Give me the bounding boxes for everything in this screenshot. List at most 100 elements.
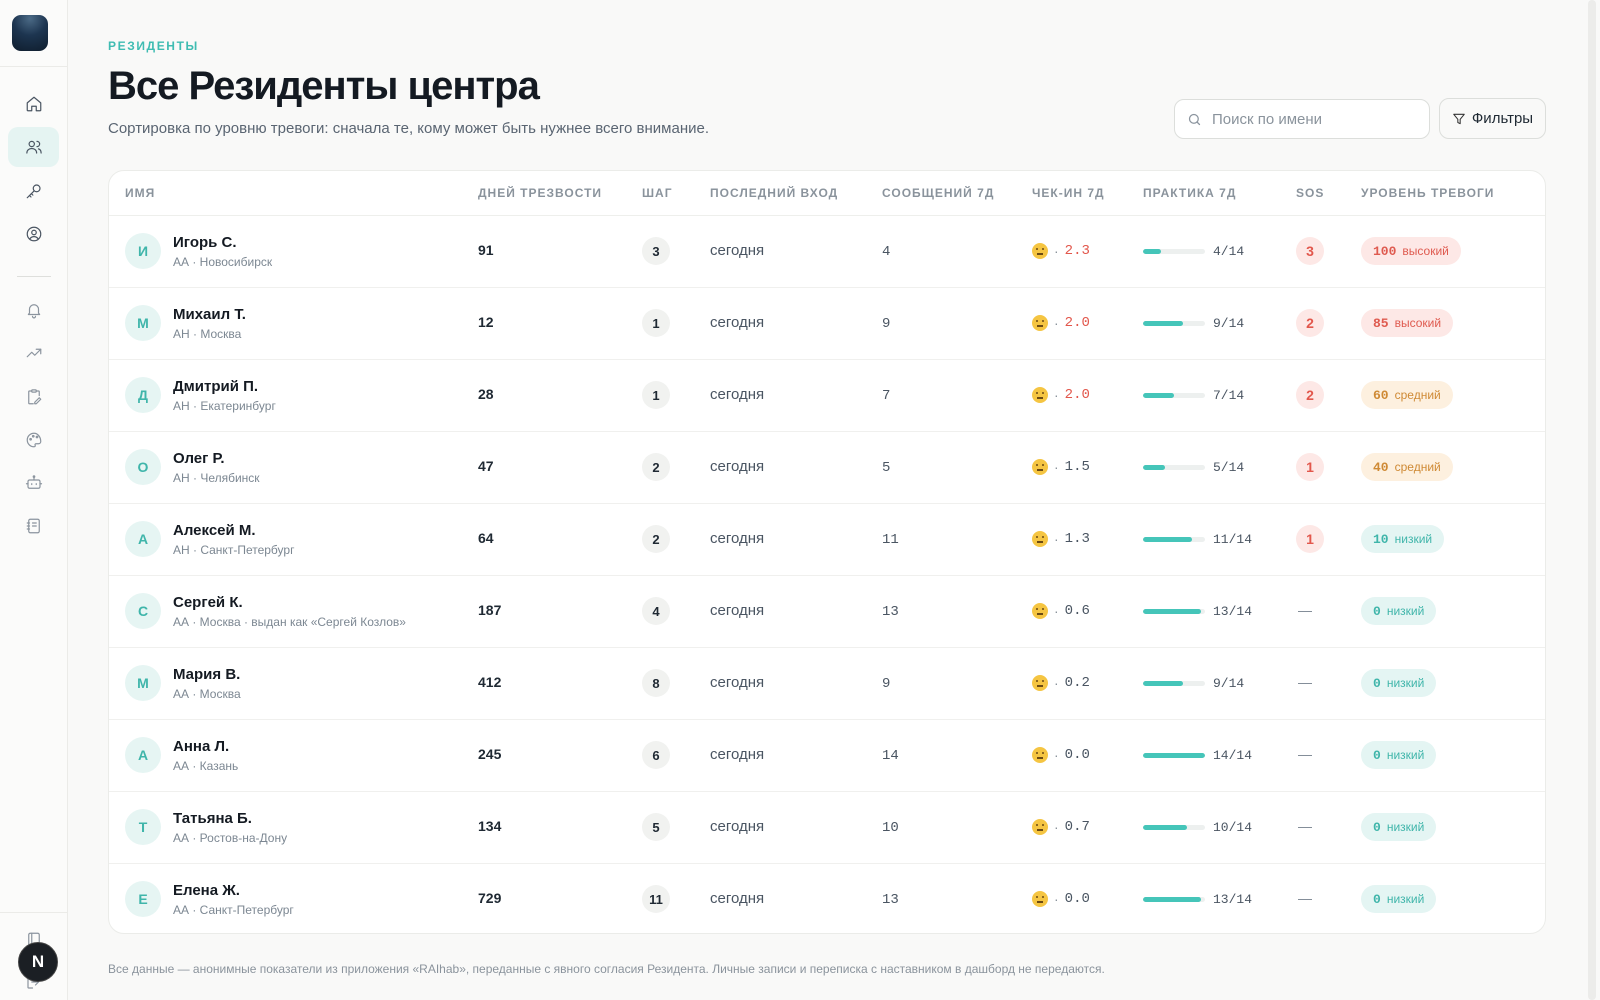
table-row[interactable]: И Игорь С. АА · Новосибирск 91 3 сегодня 4 · 2.3… (109, 215, 1545, 288)
resident-cell[interactable]: Т Татьяна Б. АА · Ростов-на-Дону (125, 809, 478, 845)
user-circle-icon (26, 226, 41, 242)
resident-name: Сергей К. (173, 593, 243, 611)
app-logo[interactable] (12, 15, 48, 51)
resident-cell[interactable]: Е Елена Ж. АА · Санкт-Петербург (125, 881, 478, 918)
table-row[interactable]: Т Татьяна Б. АА · Ростов-на-Дону 134 5 сегодн… (109, 791, 1545, 864)
nav-profile[interactable] (8, 214, 59, 254)
practice-progress-fill (1143, 896, 1201, 902)
resident-name: Игорь С. (173, 233, 237, 251)
resident-cell[interactable]: М Мария В. АА · Москва (125, 665, 478, 701)
table-row[interactable]: М Мария В. АА · Москва 412 8 сегодня 9 · 0.2 9/14… (109, 647, 1545, 720)
checkin-value: 0.7 (1064, 819, 1090, 835)
last-login: сегодня (710, 674, 765, 691)
sobriety-days: 91 (478, 242, 494, 258)
column-header[interactable]: ПРАКТИКА 7Д (1143, 171, 1296, 216)
nav-home[interactable] (8, 84, 59, 124)
nav-tasks[interactable] (8, 377, 59, 417)
sos-empty: — (1298, 890, 1312, 907)
practice-cell: 9/14 (1143, 316, 1296, 331)
sos-badge: 1 (1296, 525, 1324, 553)
step-badge: 2 (642, 453, 670, 481)
notebook-icon (26, 518, 40, 534)
resident-meta: АА · Ростов-на-Дону (173, 830, 288, 845)
separator: · (1054, 387, 1059, 403)
resident-cell[interactable]: С Сергей К. АА · Москва · выдан как «Серге… (125, 593, 478, 629)
table-row[interactable]: А Анна Л. АА · Казань 245 6 сегодня 14 · 0.0 14/1… (109, 719, 1545, 792)
practice-cell: 5/14 (1143, 460, 1296, 475)
nav-bot[interactable] (8, 463, 59, 503)
search-box[interactable] (1174, 99, 1430, 139)
mood-emoji-icon (1032, 891, 1048, 908)
practice-value: 7/14 (1213, 387, 1245, 403)
alert-level-badge: 85 высокий (1361, 309, 1454, 337)
avatar: Д (125, 377, 161, 413)
sos-empty: — (1298, 602, 1312, 618)
step-badge: 3 (642, 237, 670, 265)
resident-cell[interactable]: О Олег Р. АН · Челябинск (125, 449, 478, 485)
nav-keys[interactable] (8, 171, 59, 211)
last-login: сегодня (710, 242, 765, 259)
practice-cell: 4/14 (1143, 244, 1296, 259)
step-badge: 2 (642, 525, 670, 553)
messages-count: 13 (882, 604, 899, 620)
page-scrollbar[interactable] (1588, 0, 1596, 1000)
page-subtitle: Сортировка по уровню тревоги: сначала те… (108, 120, 710, 137)
table-row[interactable]: Е Елена Ж. АА · Санкт-Петербург 729 11 сегодн… (109, 863, 1545, 933)
column-header[interactable]: ШАГ (642, 171, 710, 216)
resident-meta: АН · Москва (173, 326, 242, 341)
alert-level-text: высокий (1394, 316, 1442, 330)
last-login: сегодня (710, 314, 765, 331)
avatar: И (125, 233, 161, 269)
separator: · (1054, 243, 1059, 259)
practice-progress-fill (1143, 752, 1205, 758)
practice-progress-bar (1143, 464, 1205, 470)
nav-notifications[interactable] (8, 290, 59, 330)
resident-meta: АА · Москва · выдан как «Сергей Козлов» (173, 614, 406, 629)
practice-progress-fill (1143, 464, 1166, 470)
column-header[interactable]: СООБЩЕНИЙ 7Д (882, 171, 1032, 216)
resident-cell[interactable]: А Анна Л. АА · Казань (125, 737, 478, 773)
resident-cell[interactable]: И Игорь С. АА · Новосибирск (125, 233, 478, 269)
step-badge: 5 (642, 813, 670, 841)
filters-button[interactable]: Фильтры (1439, 98, 1546, 139)
messages-count: 9 (882, 676, 891, 692)
column-header[interactable]: ЧЕК-ИН 7Д (1032, 171, 1143, 216)
table-row[interactable]: С Сергей К. АА · Москва · выдан как «Серге… (109, 575, 1545, 648)
checkin-cell: · 1.5 (1032, 459, 1143, 475)
checkin-value: 0.6 (1064, 603, 1090, 619)
alert-level-value: 40 (1373, 459, 1389, 475)
table-row[interactable]: О Олег Р. АН · Челябинск 47 2 сегодня 5 · 1.5 5/1… (109, 431, 1545, 504)
key-icon (26, 184, 41, 199)
resident-cell[interactable]: А Алексей М. АН · Санкт-Петербург (125, 521, 478, 557)
column-header[interactable]: SOS (1296, 171, 1361, 216)
table-row[interactable]: А Алексей М. АН · Санкт-Петербург 64 2 сегодн… (109, 503, 1545, 576)
table-header: ИМЯ ДНЕЙ ТРЕЗВОСТИ ШАГ ПОСЛЕДНИЙ ВХОД СООБЩЕ… (109, 171, 1545, 216)
alert-level-badge: 0 низкий (1361, 597, 1437, 625)
column-header[interactable]: ИМЯ (109, 171, 478, 216)
user-avatar[interactable]: N (18, 942, 58, 982)
nav-palette[interactable] (8, 420, 59, 460)
nav-residents[interactable] (8, 127, 59, 167)
alert-level-badge: 0 низкий (1361, 669, 1437, 697)
search-input[interactable] (1212, 110, 1412, 128)
mood-emoji-icon (1032, 387, 1048, 403)
sobriety-days: 412 (478, 674, 502, 690)
last-login: сегодня (710, 602, 765, 619)
sobriety-days: 47 (478, 458, 494, 474)
column-header[interactable]: УРОВЕНЬ ТРЕВОГИ (1361, 171, 1545, 216)
resident-cell[interactable]: М Михаил Т. АН · Москва (125, 305, 478, 341)
table-row[interactable]: М Михаил Т. АН · Москва 12 1 сегодня 9 · 2.0 9/14… (109, 287, 1545, 360)
mood-emoji-icon (1032, 459, 1048, 475)
table-row[interactable]: Д Дмитрий П. АН · Екатеринбург 28 1 сегодня 7 ·… (109, 359, 1545, 432)
nav-notebook[interactable] (8, 506, 59, 546)
checkin-value: 2.0 (1064, 315, 1090, 331)
column-header[interactable]: ПОСЛЕДНИЙ ВХОД (710, 171, 882, 216)
alert-level-text: средний (1394, 388, 1441, 402)
column-header[interactable]: ДНЕЙ ТРЕЗВОСТИ (478, 171, 642, 216)
avatar: Т (125, 809, 161, 845)
resident-cell[interactable]: Д Дмитрий П. АН · Екатеринбург (125, 377, 478, 413)
messages-count: 14 (882, 748, 899, 764)
mood-emoji-icon (1032, 243, 1048, 259)
alert-level-text: средний (1394, 460, 1441, 474)
nav-analytics[interactable] (8, 333, 59, 373)
